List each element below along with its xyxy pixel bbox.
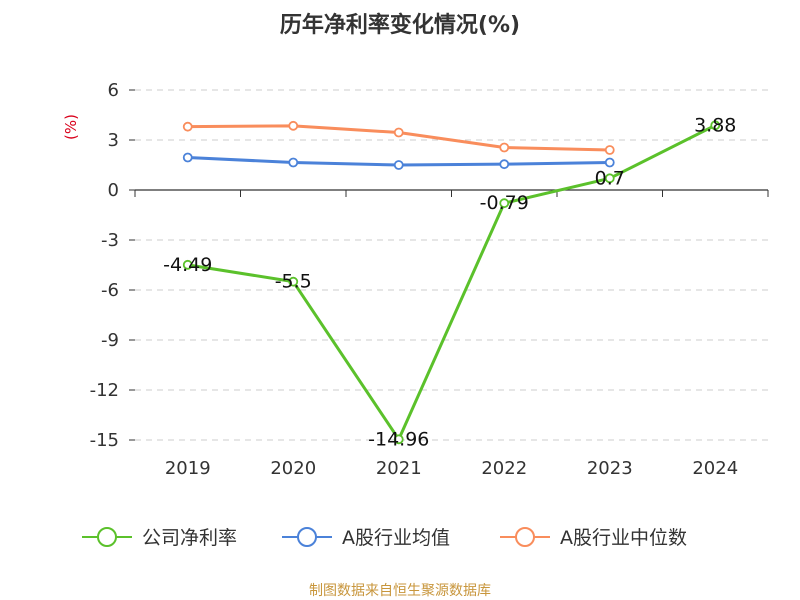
x-tick-label: 2022 xyxy=(481,458,527,479)
x-tick-label: 2024 xyxy=(692,458,738,479)
x-axis xyxy=(134,189,769,197)
data-point-industry_avg xyxy=(393,160,404,170)
data-label: 3.88 xyxy=(694,114,736,136)
series-lines xyxy=(182,120,721,445)
legend-swatch-marker xyxy=(97,527,117,547)
x-tick-label: 2021 xyxy=(376,458,422,479)
y-tick-label: -15 xyxy=(90,430,119,451)
legend-label: A股行业中位数 xyxy=(560,527,687,549)
data-point-industry_avg xyxy=(182,152,193,163)
data-point-company xyxy=(288,276,299,287)
x-tick-label: 2023 xyxy=(587,458,633,479)
legend-label: A股行业均值 xyxy=(342,527,450,549)
data-point-industry_avg xyxy=(288,157,299,168)
chart-title: 历年净利率变化情况(%) xyxy=(280,12,520,38)
data-label: -0.79 xyxy=(480,192,529,214)
data-label: 0.7 xyxy=(595,167,625,189)
x-tick-label: 2019 xyxy=(165,458,211,479)
data-labels: -4.49 -5.5 -14.96 -0.79 0.7 3.88 xyxy=(163,114,736,450)
x-axis-ticks: 2019 2020 2021 2022 2023 2024 xyxy=(165,458,738,479)
y-tick-label: 3 xyxy=(108,130,119,151)
source-note: 制图数据来自恒生聚源数据库 xyxy=(309,583,491,599)
legend-swatch-marker xyxy=(297,527,317,547)
y-axis-ticks: 6 3 0 -3 -6 -9 -12 -15 xyxy=(90,80,135,451)
data-point-industry_avg xyxy=(604,157,615,168)
y-tick-label: -12 xyxy=(90,380,119,401)
legend: 公司净利率 A股行业均值 A股行业中位数 xyxy=(82,527,687,549)
data-point-industry_median xyxy=(393,127,404,138)
data-point-industry_median xyxy=(499,142,510,153)
series-line-company xyxy=(187,123,716,441)
y-tick-label: 6 xyxy=(108,80,119,101)
data-point-company xyxy=(182,259,193,270)
data-label: -4.49 xyxy=(163,254,212,276)
data-point-company xyxy=(710,120,721,131)
data-point-industry_median xyxy=(288,120,299,131)
data-label: -14.96 xyxy=(368,428,429,450)
legend-swatch-marker xyxy=(515,527,535,547)
data-point-industry_median xyxy=(604,145,615,155)
y-unit-label: (%) xyxy=(62,114,80,140)
y-tick-label: -3 xyxy=(101,230,119,251)
x-tick-label: 2020 xyxy=(270,458,316,479)
data-label: -5.5 xyxy=(275,271,312,293)
data-point-industry_median xyxy=(182,121,193,132)
y-tick-label: -9 xyxy=(101,330,119,351)
grid-lines xyxy=(135,89,768,441)
data-point-company xyxy=(393,434,404,445)
data-point-company xyxy=(604,173,615,184)
data-point-industry_avg xyxy=(499,159,510,170)
y-tick-label: -6 xyxy=(101,280,119,301)
y-tick-label: 0 xyxy=(108,180,119,201)
data-point-company xyxy=(499,198,510,209)
legend-label: 公司净利率 xyxy=(142,527,237,549)
